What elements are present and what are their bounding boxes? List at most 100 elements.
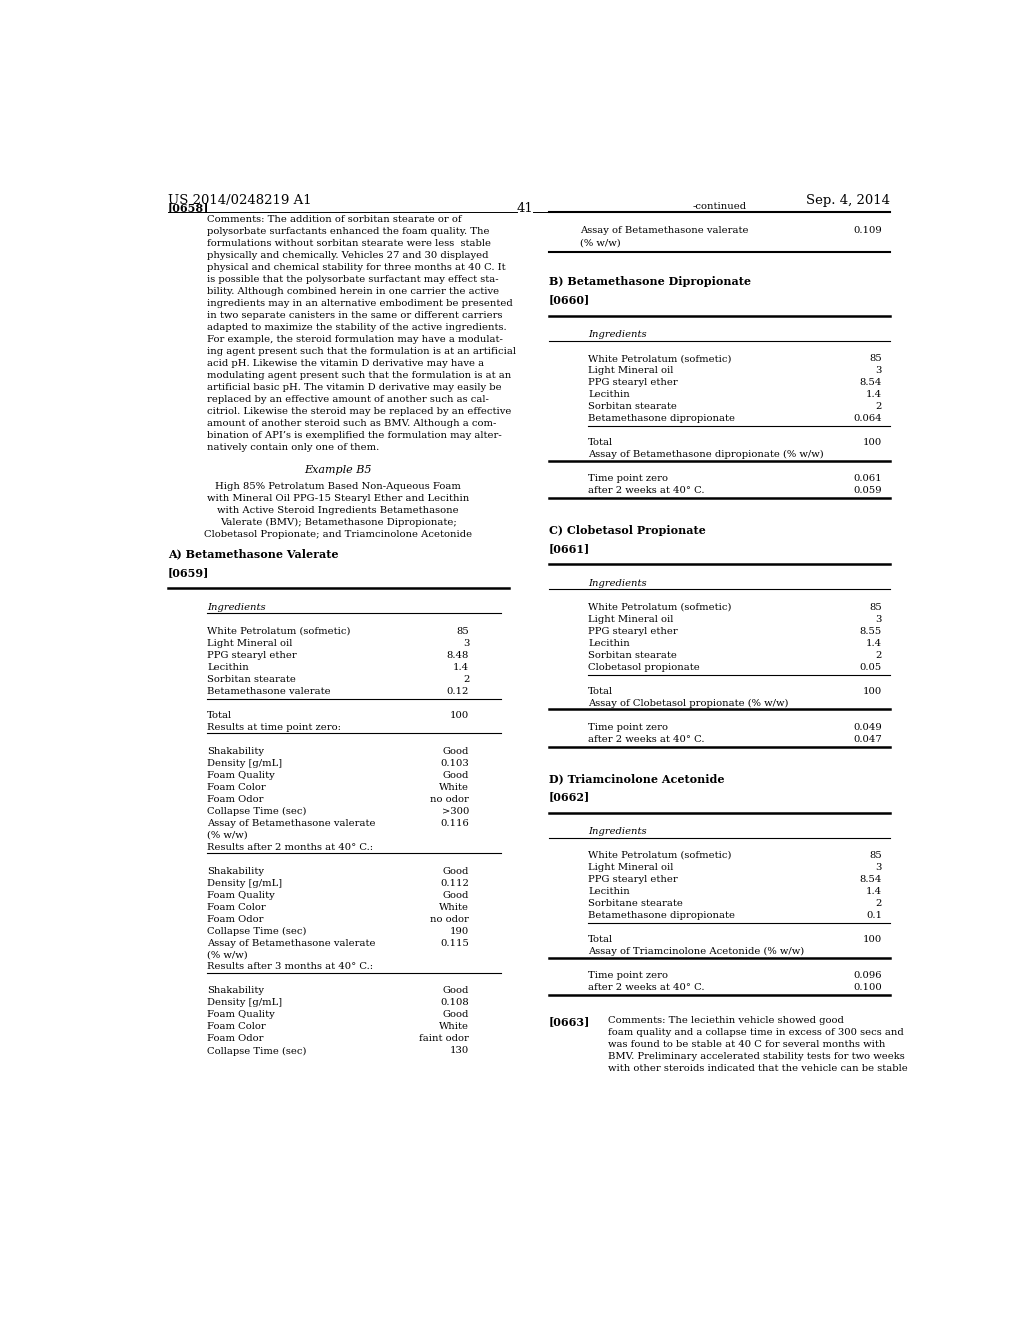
Text: Lecithin: Lecithin	[588, 391, 630, 400]
Text: 0.103: 0.103	[440, 759, 469, 768]
Text: Total: Total	[588, 935, 613, 944]
Text: 2: 2	[876, 403, 882, 412]
Text: 0.096: 0.096	[853, 972, 882, 979]
Text: no odor: no odor	[430, 915, 469, 924]
Text: Ingredients: Ingredients	[588, 578, 647, 587]
Text: PPG stearyl ether: PPG stearyl ether	[588, 875, 678, 884]
Text: Ingredients: Ingredients	[588, 826, 647, 836]
Text: Good: Good	[442, 1011, 469, 1019]
Text: Lecithin: Lecithin	[588, 639, 630, 648]
Text: Good: Good	[442, 891, 469, 899]
Text: 1.4: 1.4	[866, 887, 882, 896]
Text: 0.061: 0.061	[853, 474, 882, 483]
Text: 2: 2	[876, 899, 882, 908]
Text: White: White	[439, 1023, 469, 1031]
Text: artificial basic pH. The vitamin D derivative may easily be: artificial basic pH. The vitamin D deriv…	[207, 383, 502, 392]
Text: Ingredients: Ingredients	[207, 603, 266, 611]
Text: 0.115: 0.115	[440, 939, 469, 948]
Text: Example B5: Example B5	[304, 465, 372, 475]
Text: Collapse Time (sec): Collapse Time (sec)	[207, 1047, 307, 1056]
Text: Density [g/mL]: Density [g/mL]	[207, 759, 283, 768]
Text: BMV. Preliminary accelerated stability tests for two weeks: BMV. Preliminary accelerated stability t…	[608, 1052, 905, 1061]
Text: Assay of Betamethasone valerate: Assay of Betamethasone valerate	[207, 939, 376, 948]
Text: Foam Quality: Foam Quality	[207, 891, 275, 899]
Text: Total: Total	[588, 438, 613, 447]
Text: 100: 100	[862, 686, 882, 696]
Text: White: White	[439, 783, 469, 792]
Text: Sorbitan stearate: Sorbitan stearate	[207, 675, 296, 684]
Text: 0.059: 0.059	[853, 486, 882, 495]
Text: 1.4: 1.4	[866, 391, 882, 400]
Text: Foam Odor: Foam Odor	[207, 915, 264, 924]
Text: Ingredients: Ingredients	[588, 330, 647, 339]
Text: formulations without sorbitan stearate were less  stable: formulations without sorbitan stearate w…	[207, 239, 492, 248]
Text: 100: 100	[450, 710, 469, 719]
Text: 85: 85	[869, 851, 882, 859]
Text: Valerate (BMV); Betamethasone Dipropionate;: Valerate (BMV); Betamethasone Dipropiona…	[220, 517, 457, 527]
Text: PPG stearyl ether: PPG stearyl ether	[207, 651, 297, 660]
Text: (% w/w): (% w/w)	[207, 950, 248, 960]
Text: -continued: -continued	[692, 202, 746, 211]
Text: foam quality and a collapse time in excess of 300 secs and: foam quality and a collapse time in exce…	[608, 1028, 904, 1038]
Text: 2: 2	[463, 675, 469, 684]
Text: (% w/w): (% w/w)	[207, 830, 248, 840]
Text: 3: 3	[876, 367, 882, 375]
Text: [0662]: [0662]	[549, 791, 590, 803]
Text: Lecithin: Lecithin	[207, 663, 249, 672]
Text: Betamethasone dipropionate: Betamethasone dipropionate	[588, 414, 735, 424]
Text: physically and chemically. Vehicles 27 and 30 displayed: physically and chemically. Vehicles 27 a…	[207, 251, 488, 260]
Text: ingredients may in an alternative embodiment be presented: ingredients may in an alternative embodi…	[207, 300, 513, 309]
Text: 0.05: 0.05	[860, 663, 882, 672]
Text: Sorbitan stearate: Sorbitan stearate	[588, 403, 677, 412]
Text: 0.064: 0.064	[853, 414, 882, 424]
Text: Shakability: Shakability	[207, 866, 264, 875]
Text: 0.049: 0.049	[853, 722, 882, 731]
Text: Sep. 4, 2014: Sep. 4, 2014	[806, 194, 890, 207]
Text: Total: Total	[207, 710, 232, 719]
Text: Betamethasone valerate: Betamethasone valerate	[207, 686, 331, 696]
Text: Light Mineral oil: Light Mineral oil	[207, 639, 293, 648]
Text: Light Mineral oil: Light Mineral oil	[588, 367, 674, 375]
Text: was found to be stable at 40 C for several months with: was found to be stable at 40 C for sever…	[608, 1040, 886, 1049]
Text: after 2 weeks at 40° C.: after 2 weeks at 40° C.	[588, 486, 705, 495]
Text: Total: Total	[588, 686, 613, 696]
Text: is possible that the polysorbate surfactant may effect sta-: is possible that the polysorbate surfact…	[207, 276, 499, 284]
Text: Sorbitane stearate: Sorbitane stearate	[588, 899, 683, 908]
Text: White Petrolatum (sofmetic): White Petrolatum (sofmetic)	[588, 851, 732, 859]
Text: citriol. Likewise the steroid may be replaced by an effective: citriol. Likewise the steroid may be rep…	[207, 407, 512, 416]
Text: 130: 130	[450, 1047, 469, 1056]
Text: C) Clobetasol Propionate: C) Clobetasol Propionate	[549, 525, 706, 536]
Text: Clobetasol propionate: Clobetasol propionate	[588, 663, 700, 672]
Text: High 85% Petrolatum Based Non-Aqueous Foam: High 85% Petrolatum Based Non-Aqueous Fo…	[215, 482, 461, 491]
Text: Lecithin: Lecithin	[588, 887, 630, 896]
Text: PPG stearyl ether: PPG stearyl ether	[588, 627, 678, 636]
Text: Shakability: Shakability	[207, 986, 264, 995]
Text: 8.54: 8.54	[859, 379, 882, 387]
Text: Foam Odor: Foam Odor	[207, 1035, 264, 1043]
Text: Light Mineral oil: Light Mineral oil	[588, 863, 674, 873]
Text: Assay of Triamcinolone Acetonide (% w/w): Assay of Triamcinolone Acetonide (% w/w)	[588, 946, 805, 956]
Text: Assay of Betamethasone valerate: Assay of Betamethasone valerate	[581, 226, 749, 235]
Text: Assay of Betamethasone valerate: Assay of Betamethasone valerate	[207, 818, 376, 828]
Text: 2: 2	[876, 651, 882, 660]
Text: amount of another steroid such as BMV. Although a com-: amount of another steroid such as BMV. A…	[207, 420, 497, 428]
Text: with other steroids indicated that the vehicle can be stable: with other steroids indicated that the v…	[608, 1064, 908, 1073]
Text: Density [g/mL]: Density [g/mL]	[207, 879, 283, 887]
Text: in two separate canisters in the same or different carriers: in two separate canisters in the same or…	[207, 312, 503, 321]
Text: replaced by an effective amount of another such as cal-: replaced by an effective amount of anoth…	[207, 395, 489, 404]
Text: bility. Although combined herein in one carrier the active: bility. Although combined herein in one …	[207, 288, 500, 296]
Text: Foam Color: Foam Color	[207, 1023, 266, 1031]
Text: Density [g/mL]: Density [g/mL]	[207, 998, 283, 1007]
Text: Clobetasol Propionate; and Triamcinolone Acetonide: Clobetasol Propionate; and Triamcinolone…	[204, 529, 472, 539]
Text: [0658]: [0658]	[168, 202, 209, 213]
Text: White Petrolatum (sofmetic): White Petrolatum (sofmetic)	[207, 627, 351, 636]
Text: B) Betamethasone Dipropionate: B) Betamethasone Dipropionate	[549, 276, 751, 288]
Text: (% w/w): (% w/w)	[581, 238, 622, 247]
Text: with Active Steroid Ingredients Betamethasone: with Active Steroid Ingredients Betameth…	[217, 506, 459, 515]
Text: Betamethasone dipropionate: Betamethasone dipropionate	[588, 911, 735, 920]
Text: White Petrolatum (sofmetic): White Petrolatum (sofmetic)	[588, 603, 732, 611]
Text: 0.109: 0.109	[853, 226, 882, 235]
Text: 0.112: 0.112	[440, 879, 469, 887]
Text: 1.4: 1.4	[866, 639, 882, 648]
Text: White: White	[439, 903, 469, 912]
